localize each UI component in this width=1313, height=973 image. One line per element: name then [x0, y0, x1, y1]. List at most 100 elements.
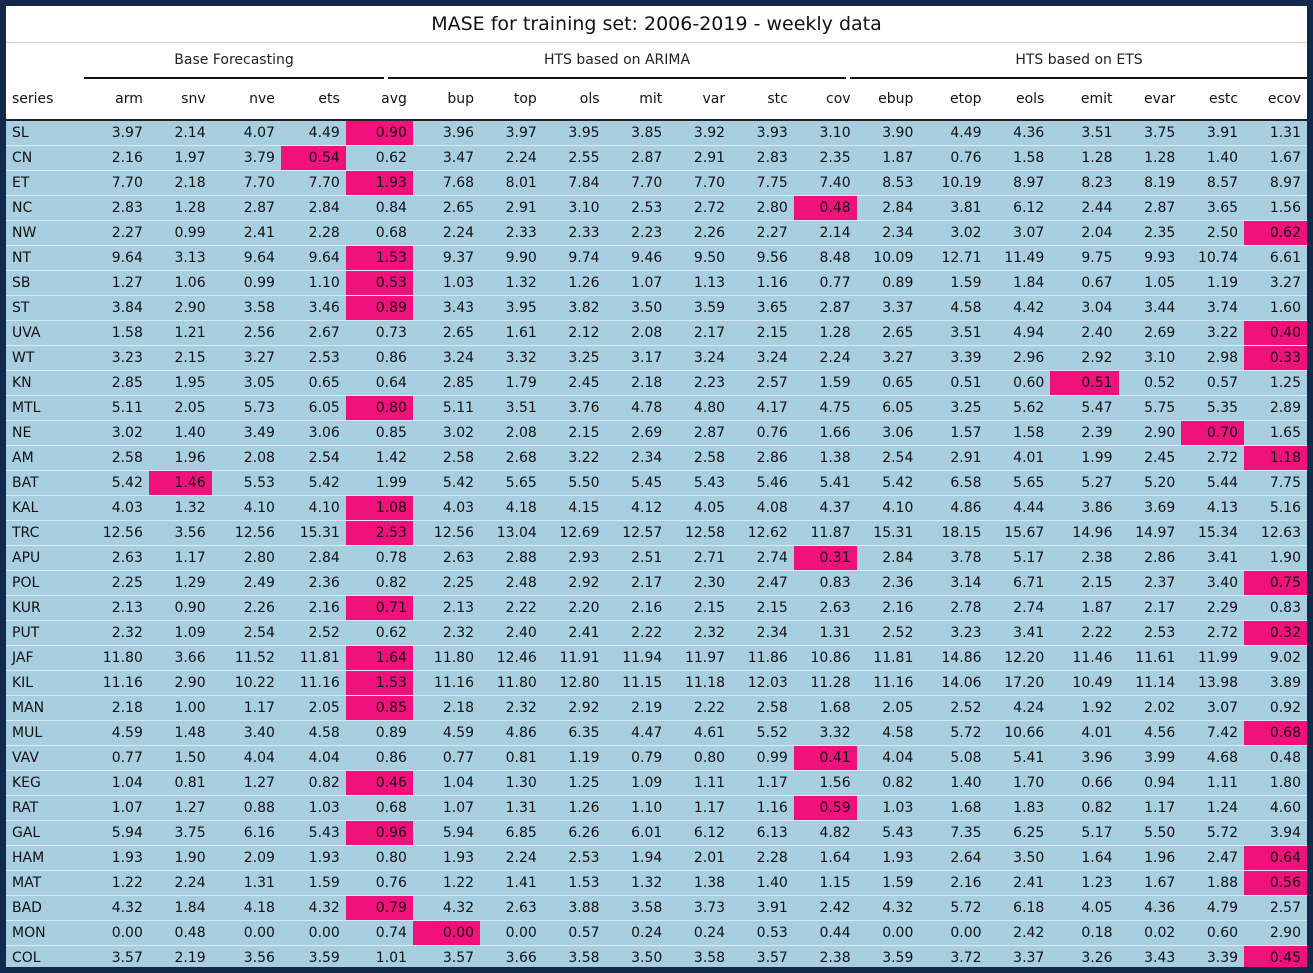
value-cell: 6.12 [987, 195, 1051, 221]
value-cell: 2.84 [280, 195, 346, 221]
series-cell: NW [6, 220, 87, 246]
value-cell: 2.39 [1050, 420, 1119, 446]
value-cell: 6.05 [280, 395, 346, 421]
value-cell: 2.35 [793, 145, 857, 171]
value-cell: 12.57 [605, 520, 669, 546]
value-cell: 2.90 [1244, 920, 1307, 946]
value-cell: 7.75 [731, 170, 794, 196]
value-cell: 0.80 [668, 745, 732, 771]
value-cell: 0.24 [605, 920, 669, 946]
value-cell: 5.17 [987, 545, 1051, 571]
value-cell: 6.25 [987, 820, 1051, 846]
value-cell: 5.43 [280, 820, 346, 846]
value-cell: 7.84 [542, 170, 606, 196]
value-cell: 9.64 [86, 245, 149, 271]
value-cell: 9.75 [1050, 245, 1119, 271]
table-row: BAD 4.32 1.84 4.18 4.32 0.79 4.32 2.63 3.88 3.58 3… [6, 895, 1307, 921]
value-cell: 2.74 [987, 595, 1051, 621]
value-cell: 3.44 [1118, 295, 1182, 321]
value-cell: 0.44 [793, 920, 857, 946]
value-cell: 18.15 [919, 520, 988, 546]
value-cell: 3.17 [605, 345, 669, 371]
value-cell: 5.43 [856, 820, 920, 846]
value-cell: 3.43 [1118, 945, 1182, 967]
value-cell: 1.25 [542, 770, 606, 796]
value-cell: 2.53 [605, 195, 669, 221]
value-cell: 2.18 [412, 695, 481, 721]
value-cell: 1.13 [668, 270, 732, 296]
table-frame: MASE for training set: 2006-2019 - weekl… [6, 6, 1307, 967]
value-cell: 2.69 [1118, 320, 1182, 346]
value-cell: 3.24 [731, 345, 794, 371]
value-cell: 3.94 [1244, 820, 1307, 846]
value-cell: 2.36 [280, 570, 346, 596]
value-cell: 4.05 [1050, 895, 1119, 921]
table-row: KIL 11.16 2.90 10.22 11.16 1.53 11.16 11.80 12.8… [6, 670, 1307, 696]
value-cell: 3.22 [542, 445, 606, 471]
value-cell: 3.43 [412, 295, 481, 321]
table-row: CN 2.16 1.97 3.79 0.54 0.62 3.47 2.24 2.55 2.87 2.… [6, 145, 1307, 171]
value-cell: 1.22 [412, 870, 481, 896]
table-row: COL 3.57 2.19 3.56 3.59 1.01 3.57 3.66 3.58 3.50 3… [6, 945, 1307, 967]
value-cell: 11.91 [542, 645, 606, 671]
value-cell: 4.32 [280, 895, 346, 921]
value-cell: 1.28 [793, 320, 857, 346]
table-row: POL 2.25 1.29 2.49 2.36 0.82 2.25 2.48 2.92 2.17 2… [6, 570, 1307, 596]
value-cell: 3.10 [1118, 345, 1182, 371]
value-cell: 0.92 [1244, 695, 1307, 721]
value-cell: 4.01 [1050, 720, 1119, 746]
value-cell: 4.37 [793, 495, 857, 521]
value-cell: 2.93 [542, 545, 606, 571]
value-cell: 9.37 [412, 245, 481, 271]
value-cell: 12.58 [668, 520, 732, 546]
value-cell: 12.56 [86, 520, 149, 546]
value-cell: 0.79 [345, 895, 413, 921]
value-cell: 0.68 [345, 220, 413, 246]
value-cell: 2.34 [856, 220, 920, 246]
value-cell: 2.72 [1181, 620, 1245, 646]
table-row: ET 7.70 2.18 7.70 7.70 1.93 7.68 8.01 7.84 7.70 7.… [6, 170, 1307, 196]
series-cell: GAL [6, 820, 87, 846]
value-cell: 3.95 [480, 295, 543, 321]
value-cell: 8.01 [480, 170, 543, 196]
value-cell: 5.43 [668, 470, 732, 496]
value-cell: 2.18 [605, 370, 669, 396]
series-cell: KAL [6, 495, 87, 521]
value-cell: 2.16 [86, 145, 149, 171]
value-cell: 5.72 [919, 720, 988, 746]
value-cell: 5.50 [1118, 820, 1182, 846]
value-cell: 5.75 [1118, 395, 1182, 421]
value-cell: 13.98 [1181, 670, 1245, 696]
value-cell: 1.09 [148, 620, 212, 646]
value-cell: 1.42 [345, 445, 413, 471]
value-cell: 4.10 [856, 495, 920, 521]
value-cell: 3.56 [148, 520, 212, 546]
value-cell: 2.64 [919, 845, 988, 871]
value-cell: 11.80 [480, 670, 543, 696]
value-cell: 1.93 [412, 845, 481, 871]
value-cell: 0.68 [345, 795, 413, 821]
value-cell: 11.16 [412, 670, 481, 696]
value-cell: 3.25 [542, 345, 606, 371]
value-cell: 1.83 [987, 795, 1051, 821]
value-cell: 1.68 [919, 795, 988, 821]
value-cell: 2.83 [86, 195, 149, 221]
value-cell: 1.66 [793, 420, 857, 446]
value-cell: 3.93 [731, 120, 794, 146]
header-row: series arm snv nve ets avg bup top ols mit var stc c… [6, 79, 1307, 121]
value-cell: 0.48 [148, 920, 212, 946]
value-cell: 2.47 [731, 570, 794, 596]
value-cell: 3.51 [480, 395, 543, 421]
value-cell: 7.68 [412, 170, 481, 196]
series-cell: KEG [6, 770, 87, 796]
value-cell: 2.16 [856, 595, 920, 621]
value-cell: 4.10 [211, 495, 281, 521]
value-cell: 2.84 [856, 545, 920, 571]
value-cell: 4.42 [987, 295, 1051, 321]
value-cell: 1.57 [919, 420, 988, 446]
value-cell: 7.70 [605, 170, 669, 196]
value-cell: 0.77 [412, 745, 481, 771]
value-cell: 0.77 [86, 745, 149, 771]
value-cell: 3.39 [919, 345, 988, 371]
value-cell: 5.47 [1050, 395, 1119, 421]
